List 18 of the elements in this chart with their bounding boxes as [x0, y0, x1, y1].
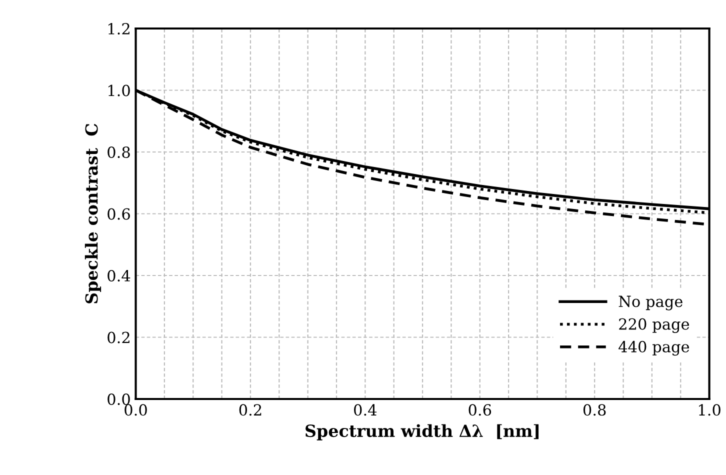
- y-tick-label: 0.0: [108, 393, 130, 406]
- x-tick-label: 1.0: [699, 404, 720, 416]
- y-tick-label: 0.4: [108, 270, 130, 282]
- y-tick-label: 0.2: [108, 332, 130, 344]
- legend-label: No page: [618, 296, 682, 310]
- x-axis-title: Spectrum width Δλ [nm]: [306, 424, 539, 440]
- y-tick-label: 1.2: [108, 22, 130, 35]
- x-tick-label: 0.6: [468, 404, 492, 416]
- x-tick-label: 0.2: [239, 404, 262, 416]
- y-tick-label: 1.0: [108, 84, 130, 96]
- y-tick-label: 0.8: [108, 146, 130, 158]
- x-tick-label: 0.0: [124, 404, 147, 416]
- legend-label: 440 page: [618, 340, 690, 356]
- x-tick-label: 0.4: [354, 404, 377, 416]
- x-tick-label: 0.8: [583, 404, 606, 416]
- y-tick-label: 0.6: [108, 208, 130, 220]
- y-axis-title: Speckle contrast C: [84, 124, 102, 304]
- legend-label: 220 page: [619, 318, 690, 333]
